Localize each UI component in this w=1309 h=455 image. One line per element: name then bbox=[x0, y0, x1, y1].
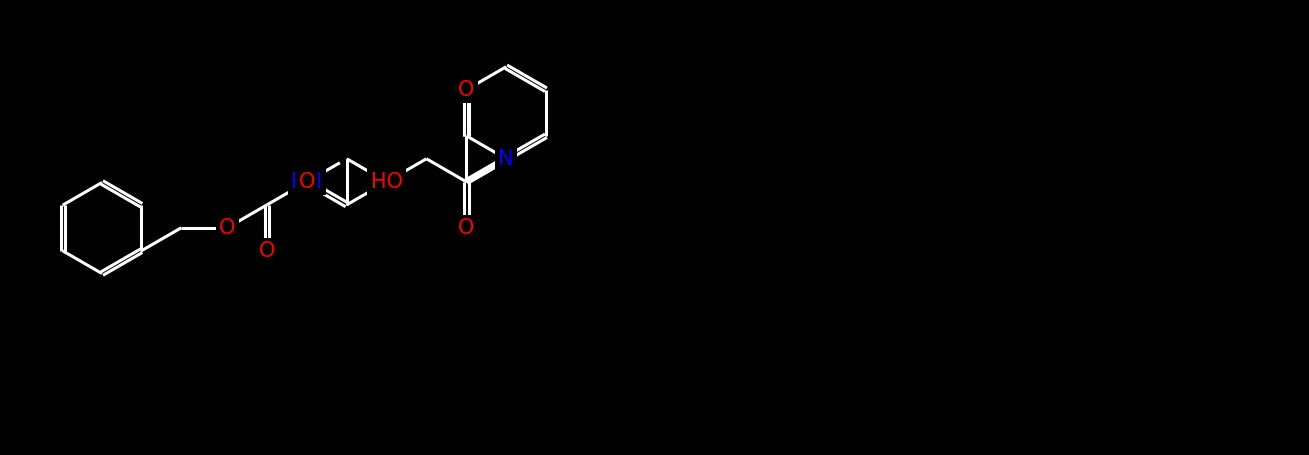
Text: HO: HO bbox=[370, 172, 403, 192]
Text: O: O bbox=[298, 172, 315, 192]
Text: N: N bbox=[499, 149, 514, 169]
Text: O: O bbox=[219, 218, 236, 238]
Text: O: O bbox=[458, 218, 474, 238]
Text: HN: HN bbox=[292, 172, 322, 192]
Text: O: O bbox=[259, 241, 275, 261]
Text: O: O bbox=[458, 80, 474, 100]
